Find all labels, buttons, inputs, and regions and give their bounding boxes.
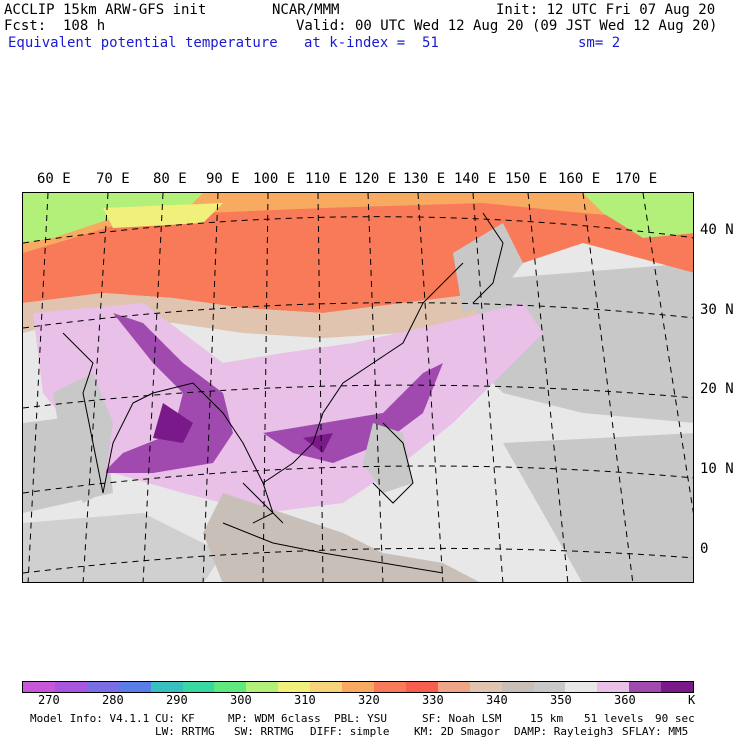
colorbar-tick: 320 (358, 693, 380, 707)
valid-time: Valid: 00 UTC Wed 12 Aug 20 (09 JST Wed … (296, 18, 718, 34)
colorbar-tick: 270 (38, 693, 60, 707)
colorbar-swatch (278, 682, 311, 692)
lon-label: 110 E (305, 171, 348, 187)
sf-scheme: SF: Noah LSM (422, 712, 502, 725)
org-label: NCAR/MMM (272, 2, 340, 18)
forecast-hour: Fcst: 108 h (4, 18, 106, 34)
colorbar-tick: 310 (294, 693, 316, 707)
bay-of-bengal-region (103, 313, 233, 473)
colorbar-swatch (310, 682, 343, 692)
colorbar-tick: 360 (614, 693, 636, 707)
colorbar-tick: 340 (486, 693, 508, 707)
init-time: Init: 12 UTC Fri 07 Aug 20 (496, 2, 716, 18)
lon-label: 140 E (454, 171, 497, 187)
lat-label: 30 N (700, 302, 734, 318)
lon-label: 170 E (615, 171, 658, 187)
lon-label: 90 E (206, 171, 240, 187)
lat-label: 40 N (700, 222, 734, 238)
lw-scheme: LW: RRTMG (155, 725, 215, 738)
lon-label: 70 E (96, 171, 130, 187)
lat-label: 0 (700, 541, 709, 557)
theta-e-map (22, 192, 694, 583)
colorbar (22, 681, 694, 693)
pacific-region (503, 433, 693, 582)
lon-label: 100 E (253, 171, 296, 187)
lat-label: 20 N (700, 381, 734, 397)
model-title: ACCLIP 15km ARW-GFS init (4, 2, 207, 18)
colorbar-swatch (661, 682, 694, 692)
colorbar-swatch (182, 682, 215, 692)
lon-label: 150 E (505, 171, 548, 187)
colorbar-unit: K (688, 693, 696, 707)
colorbar-tick: 280 (102, 693, 124, 707)
colorbar-swatch (214, 682, 247, 692)
colorbar-swatch (23, 682, 55, 692)
mp-scheme: MP: WDM 6class (228, 712, 321, 725)
level-label: at k-index = 51 (304, 35, 439, 51)
colorbar-swatch (405, 682, 438, 692)
field-name: Equivalent potential temperature (8, 35, 278, 51)
colorbar-swatch (86, 682, 119, 692)
lon-label: 130 E (403, 171, 446, 187)
lat-label: 10 N (700, 461, 734, 477)
japan-region (453, 223, 523, 313)
colorbar-swatch (246, 682, 279, 692)
timestep: 90 sec (655, 712, 695, 725)
lon-label: 160 E (558, 171, 601, 187)
colorbar-swatch (437, 682, 470, 692)
colorbar-swatch (118, 682, 151, 692)
colorbar-swatch (501, 682, 534, 692)
sflay-scheme: SFLAY: MM5 (622, 725, 689, 738)
colorbar-swatch (629, 682, 662, 692)
lon-label: 60 E (37, 171, 71, 187)
colorbar-swatch (150, 682, 183, 692)
resolution: 15 km (530, 712, 564, 725)
colorbar-swatch (373, 682, 406, 692)
colorbar-swatch (565, 682, 598, 692)
colorbar-tick: 290 (166, 693, 188, 707)
colorbar-tick: 330 (422, 693, 444, 707)
sw-scheme: SW: RRTMG (234, 725, 294, 738)
lon-label: 80 E (153, 171, 187, 187)
colorbar-tick: 300 (230, 693, 252, 707)
damp-scheme: DAMP: Rayleigh3 (514, 725, 614, 738)
indonesia-region (203, 493, 480, 582)
smoothing-label: sm= 2 (578, 35, 621, 51)
colorbar-swatch (533, 682, 566, 692)
cu-scheme: CU: KF (155, 712, 195, 725)
colorbar-tick: 350 (550, 693, 572, 707)
km-scheme: KM: 2D Smagor (414, 725, 501, 738)
pacific-region (443, 263, 693, 423)
diff-scheme: DIFF: simple (310, 725, 390, 738)
lon-label: 120 E (354, 171, 397, 187)
model-info: Model Info: V4.1.1 (30, 712, 150, 725)
levels: 51 levels (584, 712, 644, 725)
pbl-scheme: PBL: YSU (334, 712, 387, 725)
colorbar-swatch (342, 682, 374, 692)
colorbar-swatch (54, 682, 87, 692)
colorbar-swatch (469, 682, 502, 692)
colorbar-swatch (597, 682, 630, 692)
